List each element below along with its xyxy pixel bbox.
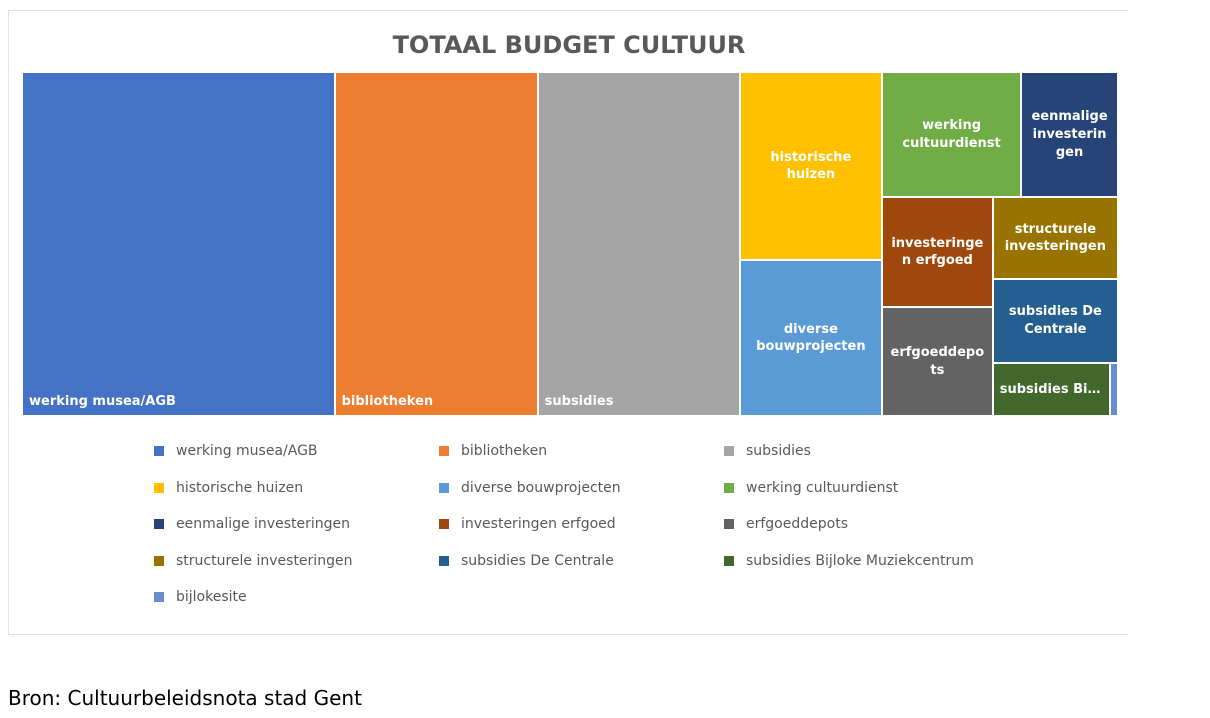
tile-label: bibliotheken — [341, 394, 434, 410]
legend-item: subsidies De Centrale — [439, 553, 614, 569]
legend-item: bibliotheken — [439, 443, 547, 459]
tile-label: diverse bouwprojecten — [756, 321, 866, 355]
treemap-tile: investeringen erfgoed — [881, 197, 993, 308]
legend-label: erfgoeddepots — [746, 516, 848, 532]
tile-label: erfgoeddepots — [890, 345, 985, 378]
legend-swatch — [724, 483, 734, 493]
tile-label: structurele investeringen — [1004, 221, 1106, 255]
treemap-tile: diverse bouwprojecten — [739, 260, 882, 416]
treemap-tile: structurele investeringen — [992, 197, 1118, 279]
legend-item: diverse bouwprojecten — [439, 480, 621, 496]
legend-item: erfgoeddepots — [724, 516, 848, 532]
treemap-tile — [1110, 363, 1118, 416]
treemap-tile: erfgoeddepots — [881, 307, 993, 416]
legend-item: subsidies Bijloke Muziekcentrum — [724, 553, 974, 569]
plot-area: werking musea/AGB bibliotheken subsidies hi… — [22, 72, 1118, 416]
legend-item: historische huizen — [154, 480, 303, 496]
legend-label: subsidies — [746, 443, 811, 459]
legend-swatch — [154, 446, 164, 456]
legend-swatch — [439, 446, 449, 456]
legend-label: werking musea/AGB — [176, 443, 318, 459]
tile-label: eenmalige investeringen — [1031, 109, 1108, 160]
legend-item: werking cultuurdienst — [724, 480, 898, 496]
legend-swatch — [724, 519, 734, 529]
legend-swatch — [724, 556, 734, 566]
legend-swatch — [439, 556, 449, 566]
legend-swatch — [154, 483, 164, 493]
legend-label: diverse bouwprojecten — [461, 480, 621, 496]
treemap-tile: werking musea/AGB — [22, 72, 335, 416]
legend-swatch — [724, 446, 734, 456]
tile-label: investeringen erfgoed — [891, 235, 984, 269]
legend-swatch — [439, 519, 449, 529]
tile-label: subsidies Bijloke Muziekcentrum — [999, 381, 1110, 397]
tile-label: historische huizen — [770, 149, 852, 183]
caption: Bron: Cultuurbeleidsnota stad Gent — [8, 686, 362, 710]
legend-item: investeringen erfgoed — [439, 516, 616, 532]
legend-label: werking cultuurdienst — [746, 480, 899, 496]
legend-label: structurele investeringen — [176, 553, 353, 569]
chart-title: TOTAAL BUDGET CULTUUR — [392, 31, 746, 59]
legend-label: eenmalige investeringen — [176, 516, 350, 532]
treemap-tile: subsidies Bijloke Muziekcentrum — [992, 363, 1111, 416]
legend-swatch — [439, 483, 449, 493]
treemap-tile: bibliotheken — [334, 72, 538, 416]
treemap-tile: werking cultuurdienst — [881, 72, 1022, 198]
tile-label: subsidies De Centrale — [1008, 304, 1102, 337]
legend-label: subsidies De Centrale — [461, 553, 614, 569]
legend-label: historische huizen — [176, 480, 304, 496]
legend-item: structurele investeringen — [154, 553, 352, 569]
treemap-tile: historische huizen — [739, 72, 882, 261]
tile-label: werking musea/AGB — [29, 394, 176, 410]
legend-label: subsidies Bijloke Muziekcentrum — [746, 553, 974, 569]
tile-label: werking cultuurdienst — [902, 118, 1001, 151]
legend-label: bijlokesite — [176, 589, 247, 605]
tile-label: subsidies — [544, 394, 614, 410]
legend-swatch — [154, 556, 164, 566]
chart: TOTAAL BUDGET CULTUUR werking musea/AGB b… — [8, 10, 1128, 635]
legend-swatch — [154, 519, 164, 529]
treemap-tile: subsidies De Centrale — [992, 279, 1118, 363]
legend-item: werking musea/AGB — [154, 443, 318, 459]
legend-item: subsidies — [724, 443, 811, 459]
legend-swatch — [154, 592, 164, 602]
legend-label: investeringen erfgoed — [461, 516, 616, 532]
treemap-tile: eenmalige investeringen — [1021, 72, 1118, 198]
legend-item: bijlokesite — [154, 589, 247, 605]
legend-item: eenmalige investeringen — [154, 516, 350, 532]
treemap-tile: subsidies — [537, 72, 740, 416]
legend-label: bibliotheken — [461, 443, 548, 459]
